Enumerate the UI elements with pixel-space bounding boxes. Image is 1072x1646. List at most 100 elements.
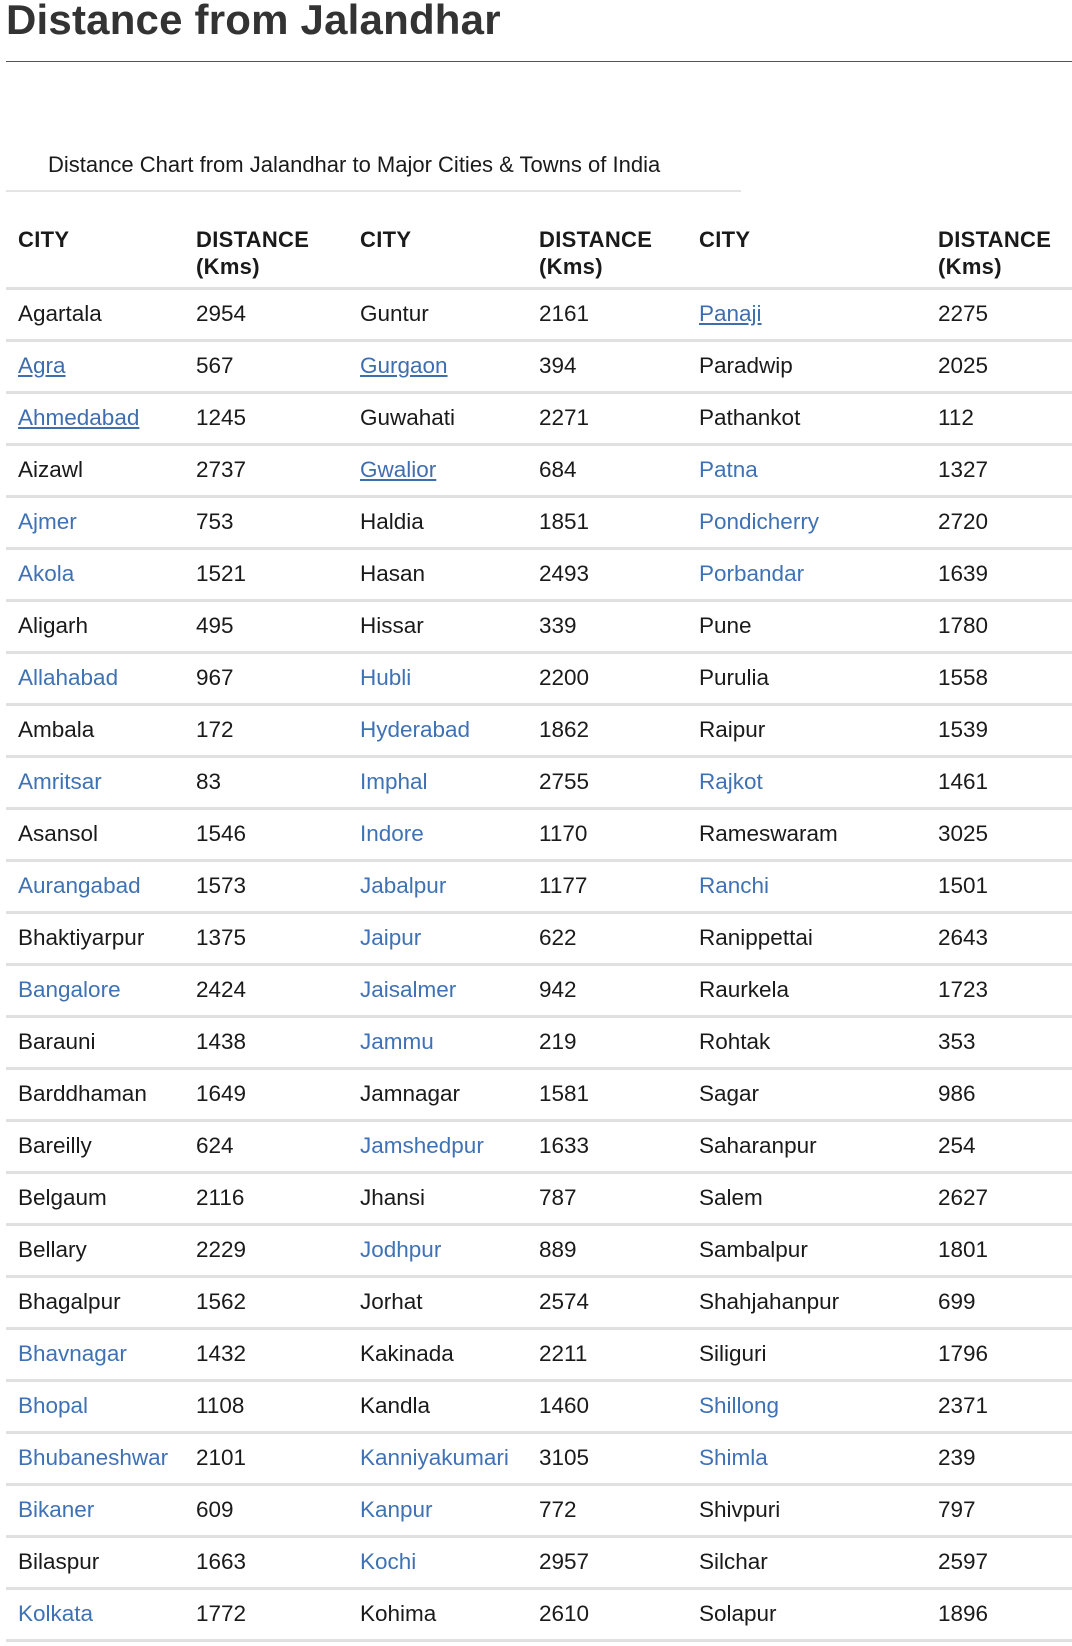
city-cell[interactable]: Kanniyakumari: [348, 1432, 527, 1486]
city-cell[interactable]: Gwalior: [348, 444, 527, 498]
city-cell[interactable]: Aurangabad: [6, 860, 184, 914]
city-link[interactable]: Bhubaneshwar: [18, 1445, 169, 1470]
city-cell: Agartala: [6, 288, 184, 342]
distance-cell: 2424: [184, 964, 348, 1018]
city-link[interactable]: Ahmedabad: [18, 405, 140, 430]
distance-cell: 2755: [527, 756, 687, 810]
city-link[interactable]: Aurangabad: [18, 873, 141, 898]
city-cell[interactable]: Shillong: [687, 1380, 926, 1434]
city-link[interactable]: Shillong: [699, 1393, 780, 1418]
city-cell[interactable]: Jammu: [348, 1016, 527, 1070]
city-link[interactable]: Hubli: [360, 665, 412, 690]
city-cell[interactable]: Shimla: [687, 1432, 926, 1486]
distance-cell: 1177: [527, 860, 687, 914]
city-name: Rameswaram: [699, 821, 838, 846]
city-cell: Hasan: [348, 548, 527, 602]
table-row: Bhaktiyarpur 1375 Jaipur 622 Ranippettai 2643: [6, 912, 1072, 966]
city-cell[interactable]: Imphal: [348, 756, 527, 810]
city-link[interactable]: Kochi: [360, 1549, 417, 1574]
city-cell[interactable]: Hubli: [348, 652, 527, 706]
city-cell[interactable]: Jamshedpur: [348, 1120, 527, 1174]
city-link[interactable]: Imphal: [360, 769, 428, 794]
distance-cell: 567: [184, 340, 348, 394]
city-name: Purulia: [699, 665, 770, 690]
city-cell: Shivpuri: [687, 1484, 926, 1538]
city-cell[interactable]: Jaisalmer: [348, 964, 527, 1018]
city-link[interactable]: Hyderabad: [360, 717, 471, 742]
city-cell[interactable]: Rajkot: [687, 756, 926, 810]
city-link[interactable]: Jaisalmer: [360, 977, 457, 1002]
city-link[interactable]: Bhavnagar: [18, 1341, 127, 1366]
distance-cell: 1461: [926, 756, 1072, 810]
city-name: Solapur: [699, 1601, 777, 1626]
city-link[interactable]: Indore: [360, 821, 424, 846]
distance-table: CITY DISTANCE (Kms) CITY DISTANCE (Kms) CI…: [6, 212, 1072, 1642]
distance-cell: 2275: [926, 288, 1072, 342]
city-link[interactable]: Allahabad: [18, 665, 119, 690]
city-link[interactable]: Kolkata: [18, 1601, 94, 1626]
distance-cell: 1375: [184, 912, 348, 966]
city-cell[interactable]: Panaji: [687, 288, 926, 342]
city-cell[interactable]: Bhubaneshwar: [6, 1432, 184, 1486]
city-cell[interactable]: Ahmedabad: [6, 392, 184, 446]
city-cell[interactable]: Gurgaon: [348, 340, 527, 394]
city-name: Paradwip: [699, 353, 793, 378]
city-cell[interactable]: Porbandar: [687, 548, 926, 602]
city-cell[interactable]: Patna: [687, 444, 926, 498]
city-link[interactable]: Jodhpur: [360, 1237, 442, 1262]
city-link[interactable]: Jabalpur: [360, 873, 447, 898]
city-link[interactable]: Rajkot: [699, 769, 763, 794]
city-cell[interactable]: Bhopal: [6, 1380, 184, 1434]
city-name: Sambalpur: [699, 1237, 808, 1262]
city-link[interactable]: Bikaner: [18, 1497, 95, 1522]
city-cell: Rohtak: [687, 1016, 926, 1070]
city-link[interactable]: Jaipur: [360, 925, 422, 950]
city-link[interactable]: Patna: [699, 457, 758, 482]
city-link[interactable]: Pondicherry: [699, 509, 820, 534]
city-cell: Pune: [687, 600, 926, 654]
city-link[interactable]: Agra: [18, 353, 66, 378]
city-link[interactable]: Ajmer: [18, 509, 77, 534]
city-cell[interactable]: Akola: [6, 548, 184, 602]
city-cell[interactable]: Allahabad: [6, 652, 184, 706]
city-link[interactable]: Shimla: [699, 1445, 768, 1470]
city-cell[interactable]: Bhavnagar: [6, 1328, 184, 1382]
city-cell[interactable]: Indore: [348, 808, 527, 862]
city-cell[interactable]: Amritsar: [6, 756, 184, 810]
city-cell[interactable]: Bangalore: [6, 964, 184, 1018]
table-row: Ambala 172 Hyderabad 1862 Raipur 1539: [6, 704, 1072, 758]
city-cell[interactable]: Ranchi: [687, 860, 926, 914]
city-link[interactable]: Bhopal: [18, 1393, 89, 1418]
city-cell[interactable]: Kanpur: [348, 1484, 527, 1538]
city-cell: Asansol: [6, 808, 184, 862]
city-link[interactable]: Kanniyakumari: [360, 1445, 509, 1470]
city-link[interactable]: Bangalore: [18, 977, 121, 1002]
city-cell[interactable]: Hyderabad: [348, 704, 527, 758]
distance-cell: 239: [926, 1432, 1072, 1486]
city-name: Kandla: [360, 1393, 431, 1418]
city-link[interactable]: Jammu: [360, 1029, 434, 1054]
city-link[interactable]: Amritsar: [18, 769, 102, 794]
city-cell[interactable]: Jaipur: [348, 912, 527, 966]
city-link[interactable]: Ranchi: [699, 873, 770, 898]
city-cell[interactable]: Kochi: [348, 1536, 527, 1590]
table-row: Ahmedabad 1245 Guwahati 2271 Pathankot 112: [6, 392, 1072, 446]
city-cell: Bareilly: [6, 1120, 184, 1174]
city-cell[interactable]: Agra: [6, 340, 184, 394]
city-cell[interactable]: Ajmer: [6, 496, 184, 550]
city-link[interactable]: Kanpur: [360, 1497, 433, 1522]
city-cell[interactable]: Kolkata: [6, 1588, 184, 1642]
city-link[interactable]: Jamshedpur: [360, 1133, 484, 1158]
city-cell[interactable]: Bikaner: [6, 1484, 184, 1538]
city-name: Hissar: [360, 613, 424, 638]
city-link[interactable]: Akola: [18, 561, 75, 586]
city-link[interactable]: Gwalior: [360, 457, 437, 482]
city-link[interactable]: Porbandar: [699, 561, 805, 586]
city-cell[interactable]: Jodhpur: [348, 1224, 527, 1278]
city-cell[interactable]: Jabalpur: [348, 860, 527, 914]
city-cell[interactable]: Pondicherry: [687, 496, 926, 550]
city-link[interactable]: Panaji: [699, 301, 762, 326]
distance-cell: 2954: [184, 288, 348, 342]
distance-cell: 1896: [926, 1588, 1072, 1642]
city-link[interactable]: Gurgaon: [360, 353, 448, 378]
